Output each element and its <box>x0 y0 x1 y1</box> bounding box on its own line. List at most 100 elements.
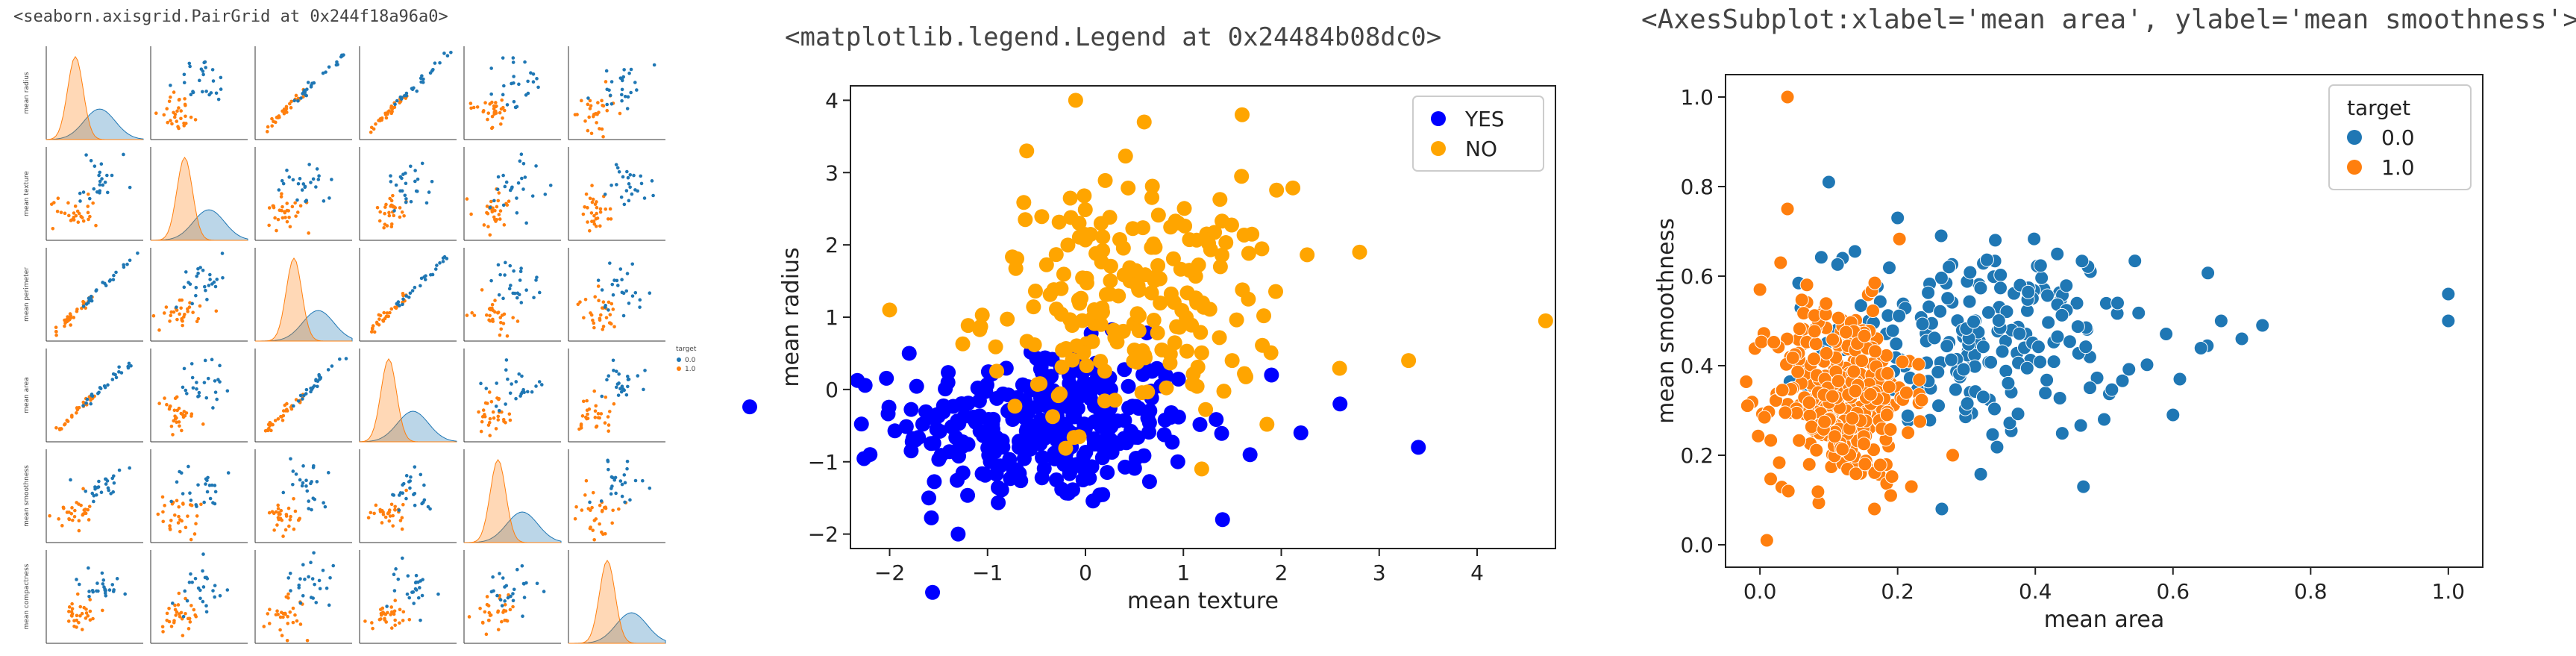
pair-point <box>400 210 404 214</box>
pair-point <box>299 96 303 100</box>
pair-point <box>167 619 172 624</box>
pair-point <box>167 607 171 610</box>
data-point <box>1867 502 1882 516</box>
pair-point <box>601 134 605 139</box>
data-point <box>1868 344 1883 359</box>
data-point <box>1904 479 1919 494</box>
pair-point <box>296 99 300 103</box>
pair-point <box>401 291 405 296</box>
pair-point <box>198 596 202 601</box>
pair-point <box>281 181 286 186</box>
pair-point <box>414 189 419 193</box>
pair-point <box>286 622 290 625</box>
pair-point <box>268 424 272 428</box>
pair-point <box>281 615 285 619</box>
pair-point <box>196 316 201 321</box>
data-point <box>1254 241 1270 257</box>
pair-point <box>468 101 473 105</box>
pair-point <box>125 262 129 266</box>
pair-point <box>172 90 176 94</box>
pair-point <box>226 471 231 475</box>
pair-point <box>112 273 116 278</box>
pair-point <box>386 314 391 319</box>
pair-point <box>225 588 230 592</box>
pair-point <box>278 615 283 619</box>
pair-point <box>286 615 289 619</box>
pair-point <box>481 408 486 412</box>
pair-point <box>75 410 78 415</box>
pair-point <box>496 414 501 419</box>
pair-point <box>392 209 396 213</box>
pair-point <box>307 575 310 579</box>
pair-cell <box>46 449 143 543</box>
pair-point <box>511 291 515 296</box>
pair-point <box>204 90 208 93</box>
plot-frame <box>1725 74 2483 568</box>
pair-point <box>422 77 425 81</box>
data-point <box>1780 331 1795 346</box>
pair-point <box>213 584 217 587</box>
pair-point <box>604 395 608 399</box>
pair-point <box>54 330 58 334</box>
data-point <box>2034 270 2049 285</box>
pair-point <box>578 300 582 304</box>
pair-point <box>593 295 598 299</box>
pair-point <box>506 596 510 600</box>
pair-point <box>81 299 85 304</box>
pair-point <box>301 464 305 468</box>
pair-point <box>84 489 88 493</box>
pair-point <box>81 404 85 407</box>
pair-point <box>508 391 513 396</box>
pair-point <box>100 177 104 181</box>
pair-point <box>487 390 492 394</box>
pair-point <box>378 210 382 214</box>
pair-point <box>532 296 536 300</box>
data-point <box>901 346 917 361</box>
pair-point <box>110 583 115 587</box>
pair-point <box>490 100 494 104</box>
pair-point <box>397 508 401 512</box>
pair-point <box>63 422 67 426</box>
pair-point <box>615 183 618 187</box>
pair-point <box>494 109 498 113</box>
pair-point <box>204 482 207 486</box>
data-point <box>1995 344 2010 359</box>
pair-point <box>201 552 205 556</box>
pair-point <box>102 585 106 589</box>
data-point <box>1123 423 1138 439</box>
pair-point <box>381 510 385 514</box>
data-point <box>1901 425 1916 440</box>
pair-point <box>507 412 512 416</box>
pair-point <box>414 580 419 584</box>
pair-point <box>503 618 507 622</box>
pair-point <box>483 101 487 104</box>
pair-point <box>389 204 394 208</box>
pair-point <box>181 614 186 619</box>
pair-point <box>69 613 74 618</box>
pair-point <box>593 409 598 413</box>
pair-point <box>592 519 597 522</box>
pair-point <box>272 511 276 516</box>
pair-point <box>651 193 655 198</box>
pair-point <box>391 193 395 198</box>
pair-point <box>408 291 413 296</box>
x-tick-label: 2 <box>1275 560 1288 585</box>
pair-point <box>505 334 510 338</box>
legend-entry: 1.0 <box>2381 155 2415 180</box>
pair-point <box>583 493 587 497</box>
pair-point <box>608 313 612 316</box>
pair-point <box>72 624 76 628</box>
data-point <box>951 416 967 431</box>
pair-point <box>293 613 297 617</box>
pair-point <box>95 288 98 292</box>
data-point <box>2140 357 2154 372</box>
data-point <box>1781 484 1796 499</box>
pair-point <box>488 416 492 421</box>
pair-point <box>584 192 589 196</box>
pair-point <box>492 107 496 111</box>
data-point <box>2441 287 2456 302</box>
data-point <box>1873 457 1887 472</box>
pair-point <box>494 404 498 408</box>
data-point <box>1189 378 1205 394</box>
pair-point <box>201 268 205 272</box>
